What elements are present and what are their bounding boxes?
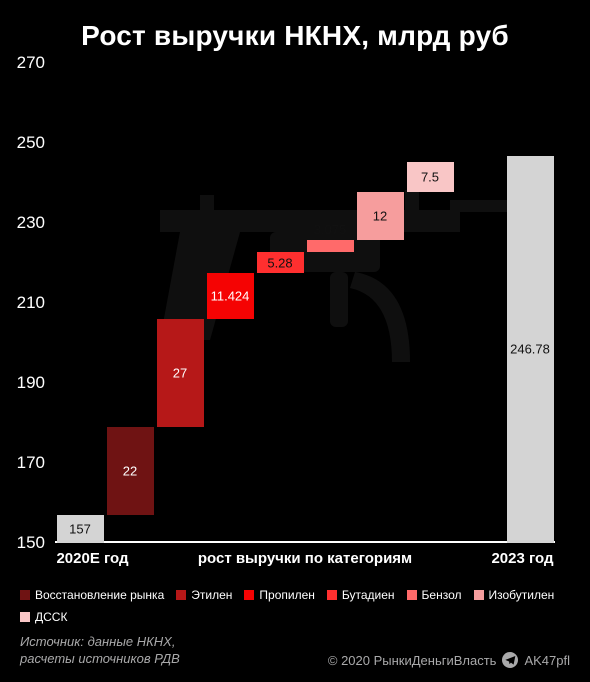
bar-label: 5.28 xyxy=(257,255,304,270)
source-line2: расчеты источников РДВ xyxy=(20,651,180,666)
legend-label: ДССК xyxy=(35,610,67,624)
legend-item: Изобутилен xyxy=(474,588,555,602)
copyright-block: © 2020 РынкиДеньгиВласть AK47pfl xyxy=(328,652,570,668)
bar-Бутадиен: 5.28 xyxy=(257,252,304,273)
chart-title: Рост выручки НКНХ, млрд руб xyxy=(0,20,590,52)
legend: Восстановление рынка Этилен Пропилен Бутади… xyxy=(20,588,570,624)
legend-swatch-icon xyxy=(20,590,30,600)
bar-label: 157 xyxy=(57,522,104,537)
legend-label: Бутадиен xyxy=(342,588,395,602)
bar-Бензол: 3.075 xyxy=(307,240,354,252)
x-axis-label: 2023 год xyxy=(491,543,553,567)
legend-item: Бутадиен xyxy=(327,588,395,602)
legend-item: Восстановление рынка xyxy=(20,588,164,602)
source-line1: Источник: данные НКНХ, xyxy=(20,634,175,649)
legend-label: Бензол xyxy=(422,588,462,602)
y-tick-label: 250 xyxy=(0,133,45,153)
y-tick-label: 230 xyxy=(0,213,45,233)
bar-Восстановление рынка: 22 xyxy=(107,427,154,515)
legend-swatch-icon xyxy=(474,590,484,600)
y-tick-label: 190 xyxy=(0,373,45,393)
legend-swatch-icon xyxy=(20,612,30,622)
legend-item: Пропилен xyxy=(244,588,314,602)
bar-Изобутилен: 12 xyxy=(357,192,404,240)
y-tick-label: 270 xyxy=(0,53,45,73)
bar-label: 7.5 xyxy=(407,169,454,184)
y-tick-label: 210 xyxy=(0,293,45,313)
source-text: Источник: данные НКНХ, расчеты источнико… xyxy=(20,633,180,668)
legend-swatch-icon xyxy=(176,590,186,600)
bar-2020E: 157 xyxy=(57,515,104,543)
bar-label: 22 xyxy=(107,464,154,479)
bar-Пропилен: 11.424 xyxy=(207,273,254,319)
y-tick-label: 170 xyxy=(0,453,45,473)
footer: Источник: данные НКНХ, расчеты источнико… xyxy=(20,633,570,668)
bar-2023: 246.78 xyxy=(507,156,554,543)
x-axis-label: 2020Е год xyxy=(56,543,128,567)
y-tick-label: 150 xyxy=(0,533,45,553)
legend-label: Изобутилен xyxy=(489,588,555,602)
telegram-icon xyxy=(502,652,518,668)
channel-text: AK47pfl xyxy=(524,653,570,668)
legend-item: Бензол xyxy=(407,588,462,602)
copyright-text: © 2020 РынкиДеньгиВласть xyxy=(328,653,497,668)
legend-item: Этилен xyxy=(176,588,232,602)
bar-Этилен: 27 xyxy=(157,319,204,427)
legend-label: Пропилен xyxy=(259,588,314,602)
bar-ДССК: 7.5 xyxy=(407,162,454,192)
bar-label: 246.78 xyxy=(507,342,554,357)
chart-plot-area: 1501701902102302502702020Е годрост выруч… xyxy=(55,63,555,543)
legend-label: Этилен xyxy=(191,588,232,602)
bar-label: 27 xyxy=(157,366,204,381)
legend-swatch-icon xyxy=(327,590,337,600)
bar-label: 12 xyxy=(357,208,404,223)
legend-label: Восстановление рынка xyxy=(35,588,164,602)
legend-item: ДССК xyxy=(20,610,67,624)
legend-swatch-icon xyxy=(244,590,254,600)
legend-swatch-icon xyxy=(407,590,417,600)
bar-label: 3.075 xyxy=(307,222,354,237)
bar-label: 11.424 xyxy=(207,289,254,304)
x-axis-label: рост выручки по категориям xyxy=(198,543,412,567)
